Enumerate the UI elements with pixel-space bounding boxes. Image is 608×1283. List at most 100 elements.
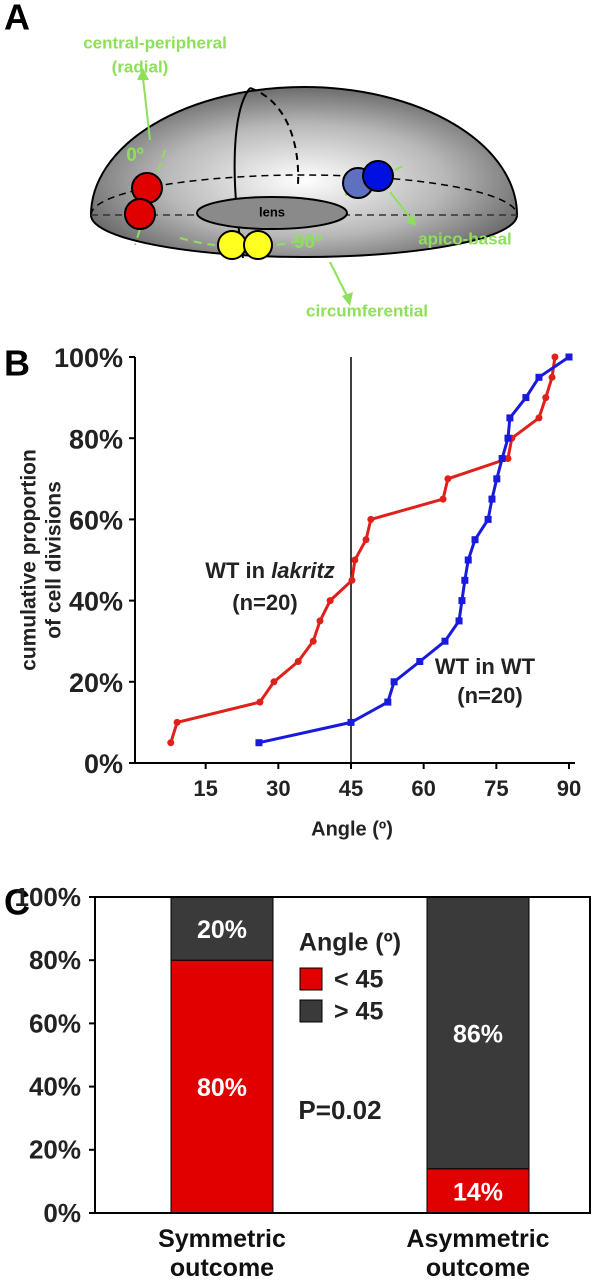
marker bbox=[270, 678, 278, 686]
cell bbox=[217, 230, 247, 260]
arrowhead bbox=[342, 292, 353, 306]
cell bbox=[243, 230, 273, 260]
value-label: 20% bbox=[197, 916, 247, 944]
x-tick-label: 60 bbox=[411, 776, 435, 801]
arrowhead bbox=[406, 215, 416, 226]
lens-label: lens bbox=[259, 204, 285, 219]
diagram-label: (radial) bbox=[112, 57, 169, 76]
bar-segment bbox=[426, 1168, 530, 1214]
marker bbox=[464, 556, 472, 564]
marker bbox=[255, 739, 263, 747]
x-tick-label: 15 bbox=[193, 776, 217, 801]
equator bbox=[90, 174, 518, 216]
marker bbox=[294, 658, 302, 665]
y-tick-label: 100% bbox=[15, 882, 82, 912]
marker bbox=[390, 678, 398, 686]
lens bbox=[196, 196, 348, 230]
series-label: (n=20) bbox=[457, 683, 522, 708]
panel-label: B bbox=[4, 343, 30, 384]
y-tick-label: 20% bbox=[29, 1135, 81, 1165]
x-tick-label: 75 bbox=[484, 776, 508, 801]
bar-segment bbox=[170, 896, 274, 961]
marker bbox=[458, 597, 466, 605]
marker bbox=[444, 475, 452, 483]
annotation: P=0.02 bbox=[298, 1095, 381, 1125]
panel-label: C bbox=[4, 882, 30, 923]
y-tick-label: 80% bbox=[69, 424, 123, 454]
x-tick-label: 45 bbox=[339, 776, 363, 801]
diagram-label: central-peripheral bbox=[83, 33, 227, 52]
diagram: lens central-peripheral (radial) 0º 90º … bbox=[83, 33, 519, 320]
y-axis-label: of cell divisions bbox=[43, 481, 66, 639]
value-label: 14% bbox=[453, 1178, 503, 1206]
series-line bbox=[169, 356, 557, 744]
arrow bbox=[142, 77, 151, 141]
marker bbox=[551, 353, 559, 361]
marker bbox=[384, 698, 392, 706]
panel-label: A bbox=[4, 0, 30, 38]
x-tick-label: 90 bbox=[557, 776, 581, 801]
y-tick-label: 60% bbox=[29, 1008, 81, 1038]
meridian-back bbox=[249, 87, 300, 186]
marker bbox=[416, 658, 424, 665]
guide bbox=[179, 237, 311, 248]
marker bbox=[461, 576, 469, 584]
legend-swatch bbox=[299, 999, 323, 1023]
x-tick-label: Symmetric outcome bbox=[158, 1225, 286, 1282]
bar-segment bbox=[170, 959, 274, 1214]
bar-segment bbox=[426, 896, 530, 1170]
y-tick-label: 40% bbox=[69, 587, 123, 617]
marker bbox=[351, 556, 359, 564]
series-label-part: WT in WT bbox=[435, 654, 536, 679]
value-label: 86% bbox=[453, 1020, 503, 1048]
marker bbox=[471, 536, 479, 544]
marker bbox=[548, 373, 556, 381]
y-tick-label: 80% bbox=[29, 945, 81, 975]
series-label-part: lakritz bbox=[271, 558, 335, 583]
legend-swatch bbox=[299, 967, 323, 991]
meridian bbox=[233, 87, 251, 259]
marker bbox=[535, 414, 543, 422]
marker bbox=[455, 617, 463, 625]
arrowhead bbox=[137, 68, 149, 80]
value-label: 80% bbox=[197, 1074, 247, 1102]
marker bbox=[488, 495, 496, 503]
marker bbox=[347, 718, 355, 726]
x-tick-label: Asymmetric outcome bbox=[406, 1225, 550, 1282]
marker bbox=[439, 495, 447, 503]
series-label: WT in lakritz bbox=[205, 558, 335, 583]
marker bbox=[256, 698, 264, 706]
marker bbox=[493, 475, 501, 483]
cell bbox=[362, 160, 394, 192]
x-tick-label: 30 bbox=[266, 776, 290, 801]
line-chart: 0% 20% 40% 60% 80% 100% 15 30 45 60 75 90 Angle (º) c… bbox=[18, 343, 582, 840]
marker bbox=[348, 576, 356, 584]
legend-label: > 45 bbox=[334, 998, 383, 1026]
marker bbox=[167, 739, 175, 747]
marker bbox=[535, 373, 543, 381]
series-label-part: WT in bbox=[205, 558, 271, 583]
y-axis-label: cumulative proportion bbox=[18, 449, 41, 671]
legend-title: Angle (º) bbox=[299, 929, 401, 957]
y-tick-label: 40% bbox=[29, 1071, 81, 1101]
marker bbox=[504, 455, 512, 462]
y-tick-label: 60% bbox=[69, 506, 123, 536]
diagram-label: circumferential bbox=[306, 301, 428, 320]
y-tick-label: 100% bbox=[54, 343, 123, 373]
marker bbox=[484, 515, 492, 523]
cell bbox=[124, 198, 156, 230]
y-tick-label: 0% bbox=[84, 749, 123, 779]
marker bbox=[506, 414, 514, 422]
diagram-label: 90º bbox=[294, 232, 322, 253]
marker bbox=[504, 434, 512, 442]
marker bbox=[173, 718, 181, 726]
marker bbox=[441, 637, 449, 645]
plot-frame bbox=[94, 896, 591, 1214]
x-axis-label: Angle (º) bbox=[311, 818, 393, 840]
marker bbox=[367, 515, 375, 523]
diagram-label: apico-basal bbox=[418, 229, 512, 248]
arrow bbox=[329, 261, 349, 299]
marker bbox=[522, 394, 530, 402]
marker bbox=[362, 536, 370, 544]
